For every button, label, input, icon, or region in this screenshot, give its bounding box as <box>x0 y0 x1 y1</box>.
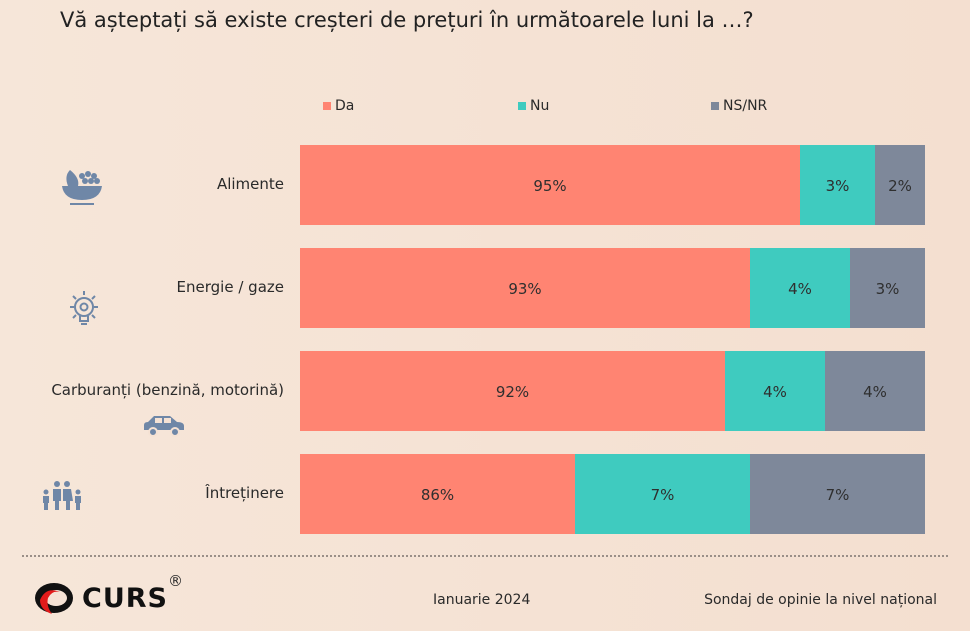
bar-da <box>300 454 575 534</box>
chart-title: Vă așteptați să existe creșteri de prețu… <box>60 8 754 32</box>
curs-logo: CURS ® <box>32 572 183 618</box>
bar-nsnr <box>825 351 925 431</box>
survey-source: Sondaj de opinie la nivel național <box>704 592 937 608</box>
survey-date: Ianuarie 2024 <box>433 592 531 608</box>
fruit-bowl-icon <box>62 170 102 205</box>
category-label: Întreținere <box>205 484 284 502</box>
legend-swatch-nu <box>518 102 526 110</box>
bar-nu <box>750 248 850 328</box>
bar-nsnr <box>875 145 925 225</box>
bar-nu <box>800 145 875 225</box>
data-label-nsnr: 2% <box>888 177 912 195</box>
bar-nsnr <box>750 454 925 534</box>
category-label: Alimente <box>216 175 284 193</box>
bar-da <box>300 145 800 225</box>
data-label-da: 86% <box>421 486 454 504</box>
legend-swatch-nsnr <box>711 102 719 110</box>
legend-swatch-da <box>323 102 331 110</box>
data-label-nsnr: 3% <box>876 280 900 298</box>
data-label-nsnr: 7% <box>826 486 850 504</box>
bar-nsnr <box>850 248 925 328</box>
footer-divider <box>22 555 948 557</box>
data-label-nu: 4% <box>763 383 787 401</box>
category-label: Energie / gaze <box>176 278 284 296</box>
family-icon <box>43 481 81 510</box>
logo-text: CURS <box>82 582 168 614</box>
legend-item-nsnr: NS/NR <box>711 98 767 114</box>
data-label-da: 92% <box>496 383 529 401</box>
data-label-nu: 3% <box>826 177 850 195</box>
bar-da <box>300 351 725 431</box>
data-label-nu: 4% <box>788 280 812 298</box>
registered-mark: ® <box>167 572 183 590</box>
legend-label-da: Da <box>335 98 355 114</box>
bar-nu <box>575 454 750 534</box>
data-label-nu: 7% <box>651 486 675 504</box>
data-label-nsnr: 4% <box>863 383 887 401</box>
legend-label-nu: Nu <box>530 98 550 114</box>
bar-da <box>300 248 750 328</box>
data-label-da: 95% <box>533 177 566 195</box>
category-label: Carburanți (benzină, motorină) <box>51 381 284 399</box>
car-icon <box>144 416 184 437</box>
lightbulb-icon <box>70 291 98 325</box>
bar-nu <box>725 351 825 431</box>
legend-item-nu: Nu <box>518 98 549 114</box>
data-label-da: 93% <box>508 280 541 298</box>
legend-item-da: Da <box>323 98 354 114</box>
legend-label-nsnr: NS/NR <box>723 98 768 114</box>
curs-logo-mark-icon <box>35 583 73 614</box>
